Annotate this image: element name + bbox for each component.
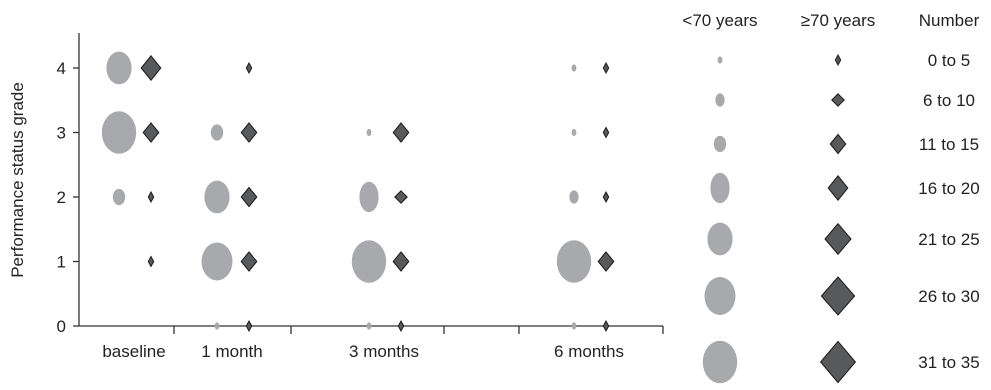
over-70-marker <box>394 190 408 204</box>
legend-count-label: 31 to 35 <box>918 353 979 372</box>
legend-diamond-11-to-15 <box>829 133 847 155</box>
legend-circle-26-to-30 <box>704 277 736 315</box>
x-tick-label: baseline <box>102 342 165 361</box>
legend-diamond-31-to-35 <box>819 340 857 384</box>
legend-count-label: 21 to 25 <box>918 230 979 249</box>
over-70-marker <box>240 186 258 208</box>
under-70-marker <box>366 128 372 137</box>
legend-count-label: 0 to 5 <box>928 51 971 70</box>
over-70-marker <box>597 251 615 272</box>
legend-circle-6-to-10 <box>715 93 725 107</box>
x-axis-ticks: baseline 1 month 3 months 6 months <box>102 326 664 361</box>
under-70-marker <box>106 51 132 85</box>
x-tick-label: 3 months <box>349 342 419 361</box>
legend-circle-0-to-5 <box>717 56 723 64</box>
under-70-marker <box>569 190 579 204</box>
under-70-marker <box>210 124 224 141</box>
over-70-marker <box>392 251 410 272</box>
over-70-marker <box>240 251 258 272</box>
legend-diamond-16-to-20 <box>827 175 849 201</box>
over-70-marker <box>602 61 610 75</box>
legend-count-label: 6 to 10 <box>923 91 975 110</box>
under-70-marker <box>571 322 577 330</box>
legend-count-label: 26 to 30 <box>918 287 979 306</box>
legend-diamond-21-to-25 <box>824 222 852 256</box>
over-70-marker <box>140 55 162 81</box>
over-70-marker <box>602 190 610 204</box>
y-tick-label: 3 <box>57 124 66 143</box>
under-70-marker <box>214 322 220 330</box>
legend-count-label: 11 to 15 <box>919 135 979 154</box>
over-70-marker <box>240 122 258 143</box>
x-tick-label: 6 months <box>554 342 624 361</box>
over-70-marker <box>392 122 410 143</box>
data-marks <box>101 51 615 333</box>
under-70-marker <box>556 240 592 283</box>
under-70-marker <box>101 111 137 154</box>
legend-count-label: 16 to 20 <box>918 179 979 198</box>
y-tick-label: 1 <box>57 253 66 272</box>
under-70-marker <box>366 322 372 330</box>
under-70-marker <box>201 242 233 281</box>
legend-header-number: Number <box>919 11 980 30</box>
y-axis-label: Performance status grade <box>8 82 27 278</box>
over-70-marker <box>142 122 160 143</box>
over-70-marker <box>602 126 610 139</box>
y-tick-label: 2 <box>57 188 66 207</box>
over-70-marker <box>147 255 155 268</box>
y-tick-label: 4 <box>57 59 66 78</box>
legend-rows: 0 to 5 6 to 10 11 to 15 16 to 20 21 to 25 26 … <box>702 51 980 384</box>
under-70-marker <box>112 188 126 206</box>
under-70-marker <box>359 181 379 213</box>
legend-circle-31-to-35 <box>702 340 738 384</box>
x-tick-label: 1 month <box>201 342 262 361</box>
under-70-marker <box>351 240 387 283</box>
legend-diamond-6-to-10 <box>831 93 845 107</box>
legend-diamond-26-to-30 <box>820 276 856 316</box>
under-70-marker <box>571 64 577 72</box>
over-70-marker <box>602 319 610 333</box>
plot-area: 0 1 2 3 4 baseline 1 month 3 months 6 months Pe… <box>8 33 664 361</box>
legend-header-70-plus: ≥70 years <box>801 11 876 30</box>
over-70-marker <box>397 319 405 333</box>
under-70-marker <box>204 180 230 214</box>
over-70-marker <box>245 61 253 75</box>
legend-circle-21-to-25 <box>707 222 733 256</box>
legend-circle-11-to-15 <box>713 135 727 153</box>
y-tick-label: 0 <box>57 317 66 336</box>
y-axis-ticks: 0 1 2 3 4 <box>57 59 79 336</box>
legend-header-under-70: <70 years <box>682 11 757 30</box>
under-70-marker <box>571 128 577 137</box>
size-legend: <70 years ≥70 years Number 0 to 5 6 to 10… <box>682 11 980 384</box>
legend-diamond-0-to-5 <box>834 53 842 67</box>
legend-circle-16-to-20 <box>710 172 730 204</box>
over-70-marker <box>245 319 253 333</box>
over-70-marker <box>147 190 155 204</box>
